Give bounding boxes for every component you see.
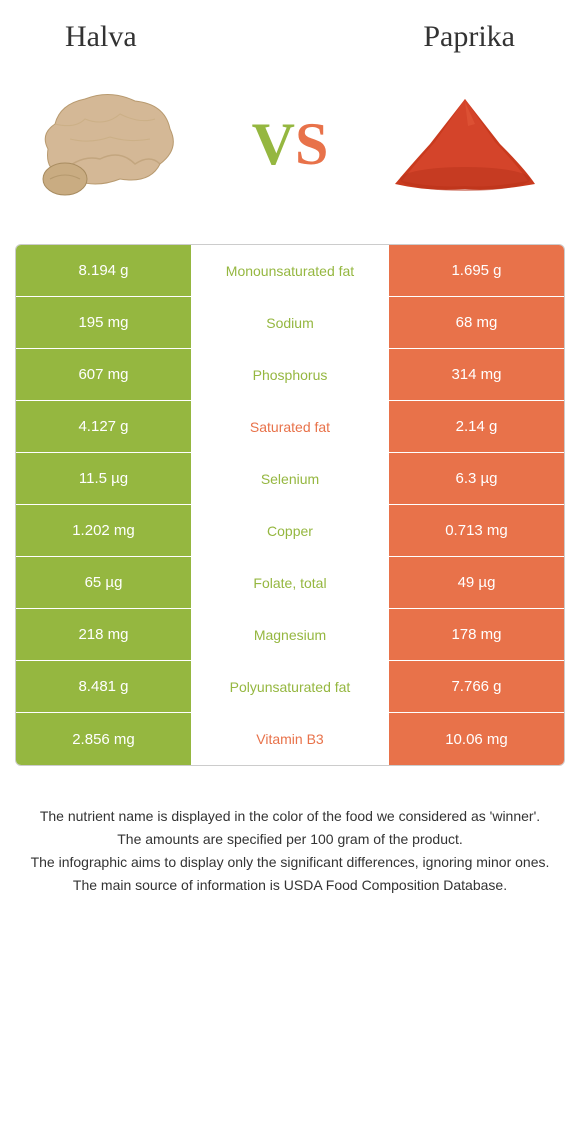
nutrient-name-cell: Folate, total xyxy=(191,557,389,608)
left-food-title: Halva xyxy=(65,20,137,54)
nutrient-name-cell: Magnesium xyxy=(191,609,389,660)
right-value-cell: 2.14 g xyxy=(389,401,564,452)
vs-label: VS xyxy=(252,110,329,179)
right-value-cell: 10.06 mg xyxy=(389,713,564,765)
header: Halva Paprika xyxy=(15,20,565,54)
footer-line-4: The main source of information is USDA F… xyxy=(30,875,550,896)
table-row: 65 µgFolate, total49 µg xyxy=(16,557,564,609)
footer-notes: The nutrient name is displayed in the co… xyxy=(15,806,565,896)
nutrient-name-cell: Selenium xyxy=(191,453,389,504)
right-value-cell: 1.695 g xyxy=(389,245,564,296)
nutrient-name-cell: Vitamin B3 xyxy=(191,713,389,765)
left-value-cell: 195 mg xyxy=(16,297,191,348)
right-value-cell: 314 mg xyxy=(389,349,564,400)
left-value-cell: 2.856 mg xyxy=(16,713,191,765)
nutrient-name-cell: Sodium xyxy=(191,297,389,348)
table-row: 218 mgMagnesium178 mg xyxy=(16,609,564,661)
nutrient-name-cell: Polyunsaturated fat xyxy=(191,661,389,712)
vs-v-letter: V xyxy=(252,111,295,177)
table-row: 1.202 mgCopper0.713 mg xyxy=(16,505,564,557)
left-value-cell: 607 mg xyxy=(16,349,191,400)
left-value-cell: 8.194 g xyxy=(16,245,191,296)
comparison-table: 8.194 gMonounsaturated fat1.695 g195 mgS… xyxy=(15,244,565,766)
left-value-cell: 65 µg xyxy=(16,557,191,608)
table-row: 11.5 µgSelenium6.3 µg xyxy=(16,453,564,505)
right-value-cell: 0.713 mg xyxy=(389,505,564,556)
table-row: 8.481 gPolyunsaturated fat7.766 g xyxy=(16,661,564,713)
nutrient-name-cell: Saturated fat xyxy=(191,401,389,452)
right-value-cell: 178 mg xyxy=(389,609,564,660)
left-value-cell: 11.5 µg xyxy=(16,453,191,504)
right-value-cell: 6.3 µg xyxy=(389,453,564,504)
left-value-cell: 4.127 g xyxy=(16,401,191,452)
table-row: 607 mgPhosphorus314 mg xyxy=(16,349,564,401)
table-row: 4.127 gSaturated fat2.14 g xyxy=(16,401,564,453)
right-value-cell: 68 mg xyxy=(389,297,564,348)
table-row: 8.194 gMonounsaturated fat1.695 g xyxy=(16,245,564,297)
footer-line-3: The infographic aims to display only the… xyxy=(30,852,550,873)
right-value-cell: 7.766 g xyxy=(389,661,564,712)
right-value-cell: 49 µg xyxy=(389,557,564,608)
vs-s-letter: S xyxy=(295,111,328,177)
nutrient-name-cell: Phosphorus xyxy=(191,349,389,400)
table-row: 2.856 mgVitamin B310.06 mg xyxy=(16,713,564,765)
footer-line-2: The amounts are specified per 100 gram o… xyxy=(30,829,550,850)
right-food-title: Paprika xyxy=(423,20,515,54)
paprika-image xyxy=(375,74,555,214)
nutrient-name-cell: Copper xyxy=(191,505,389,556)
hero-row: VS xyxy=(15,74,565,214)
footer-line-1: The nutrient name is displayed in the co… xyxy=(30,806,550,827)
nutrient-name-cell: Monounsaturated fat xyxy=(191,245,389,296)
left-value-cell: 218 mg xyxy=(16,609,191,660)
left-value-cell: 8.481 g xyxy=(16,661,191,712)
halva-image xyxy=(25,74,205,214)
table-row: 195 mgSodium68 mg xyxy=(16,297,564,349)
left-value-cell: 1.202 mg xyxy=(16,505,191,556)
